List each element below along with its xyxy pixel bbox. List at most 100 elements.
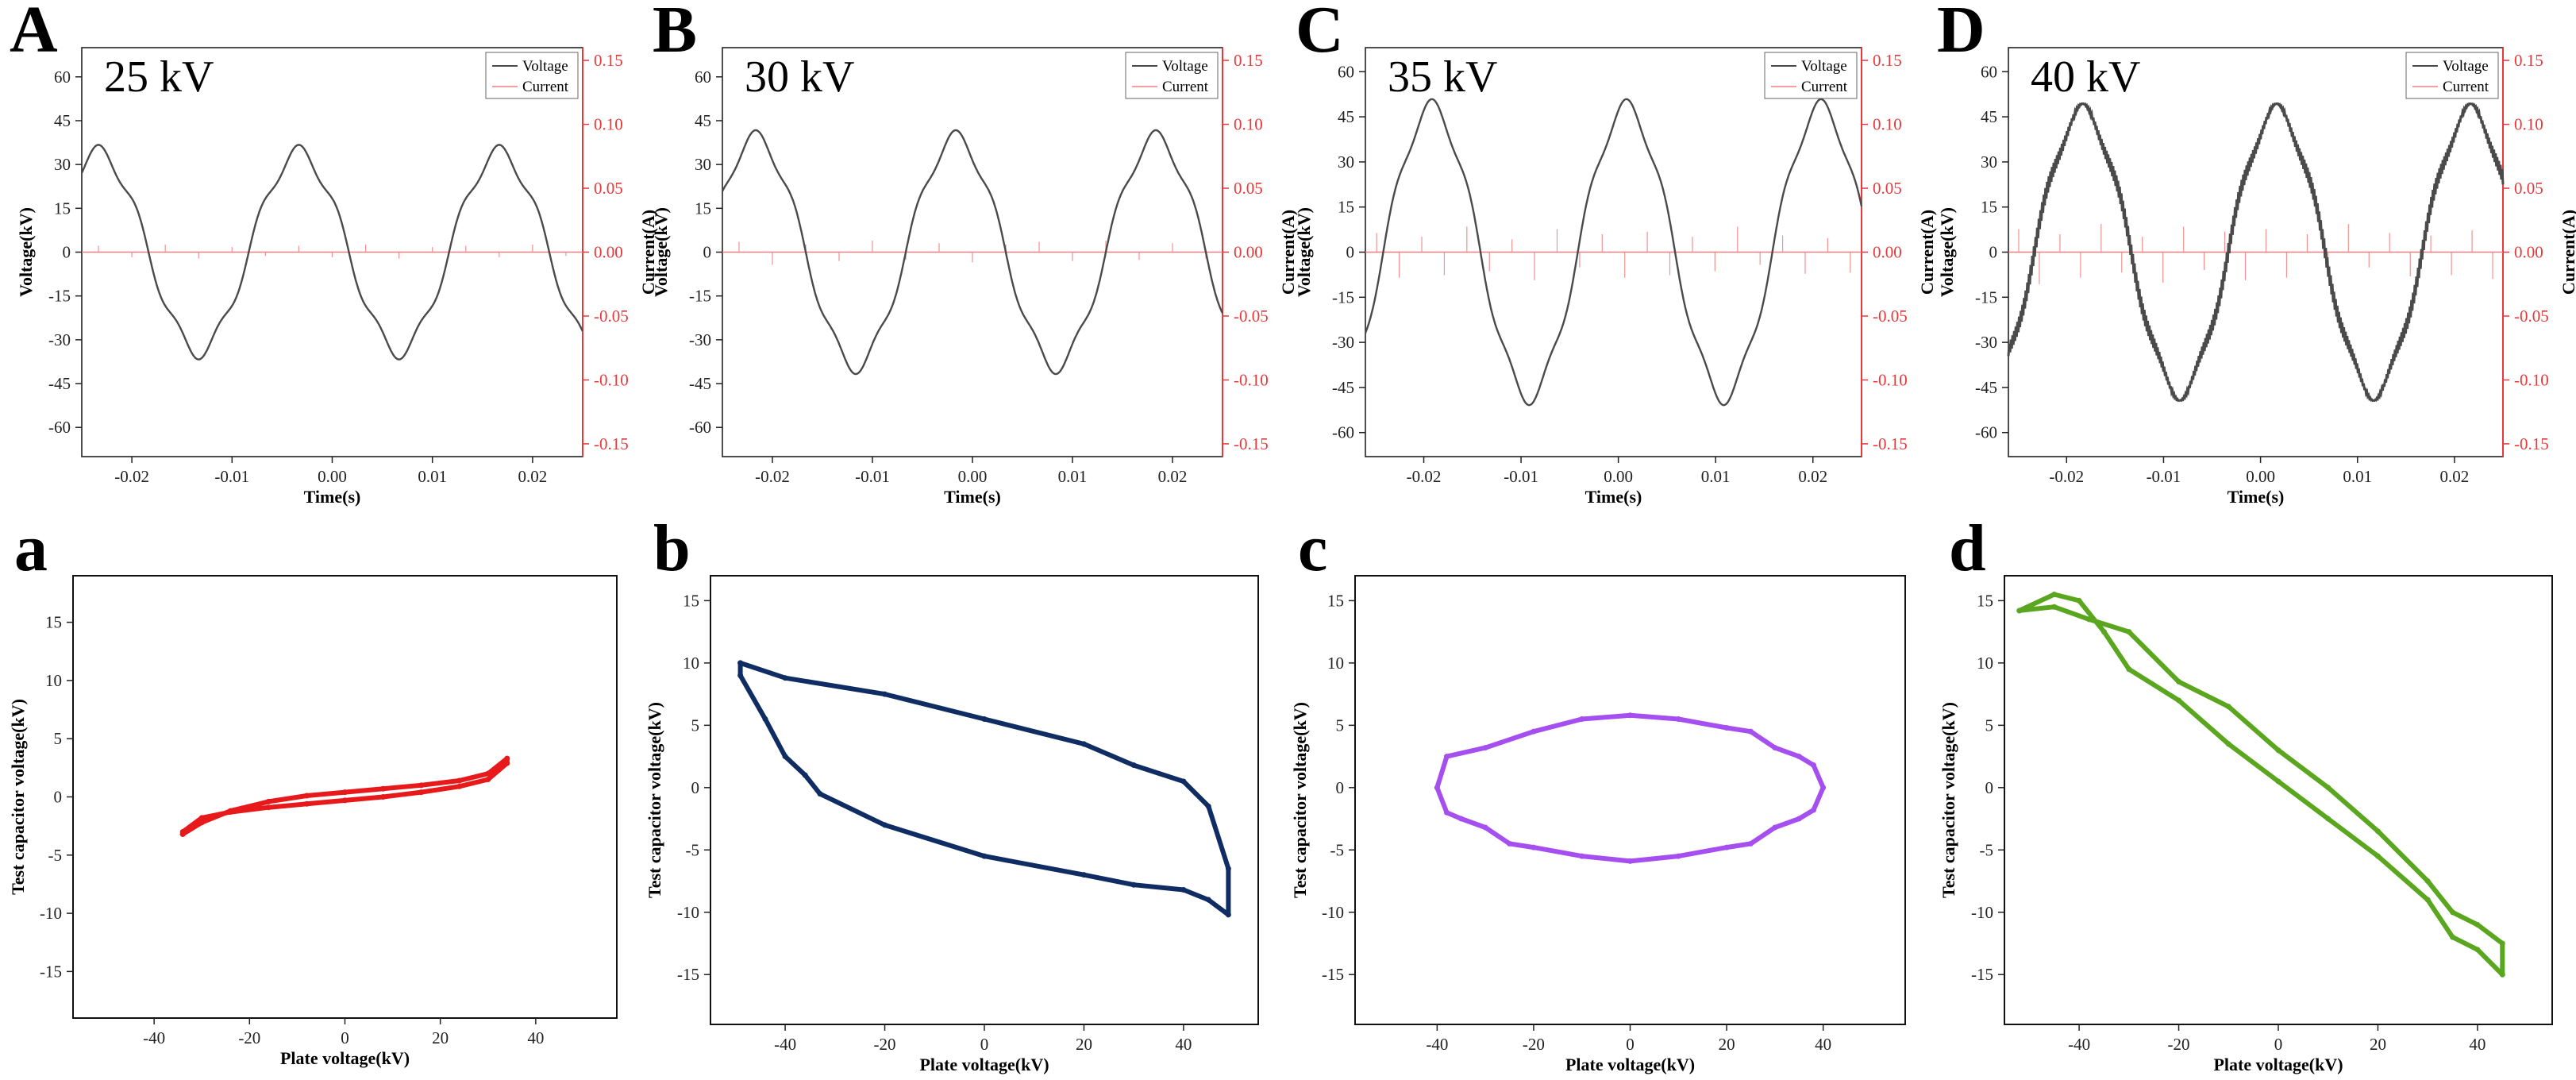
lissajous-point — [1723, 724, 1730, 731]
y-tick-label: 60 — [1338, 62, 1354, 81]
x-tick-label: -0.01 — [214, 467, 249, 486]
y2-tick-label: -0.15 — [2514, 434, 2549, 453]
y2-tick-label: 0.00 — [2514, 243, 2543, 262]
y-tick-label: 45 — [1981, 107, 1997, 126]
legend-box — [1764, 52, 1858, 99]
legend-voltage-label: Voltage — [522, 58, 568, 75]
y-tick-label: 0 — [1985, 778, 1994, 797]
y2-tick-label: -0.05 — [2514, 307, 2549, 326]
y2-tick-label: 0.00 — [594, 243, 623, 262]
legend-voltage-label: Voltage — [1801, 58, 1847, 75]
y-tick-label: 15 — [1977, 591, 1993, 610]
panel-letter: A — [10, 0, 58, 67]
y-tick-label: -60 — [48, 418, 71, 437]
lissajous-point — [1205, 897, 1211, 903]
x-axis-title: Time(s) — [1585, 487, 1642, 507]
lissajous-point — [1772, 824, 1778, 831]
lissajous-point — [1225, 912, 1231, 918]
lissajous-point — [1579, 853, 1585, 859]
lissajous-point — [1434, 785, 1440, 791]
lissajous-point — [1080, 872, 1087, 878]
lissajous-point — [2051, 592, 2058, 598]
lissajous-point — [418, 782, 425, 789]
y-tick-label: 45 — [1338, 107, 1354, 126]
legend-box — [1125, 52, 1219, 99]
lissajous-point — [2325, 816, 2331, 822]
plot-frame — [72, 575, 618, 1019]
x-tick-label: 0 — [2274, 1035, 2283, 1054]
lissajous-point — [1205, 803, 1211, 809]
y-tick-label: 10 — [1977, 654, 1993, 673]
panel-c: c -40 -20 0 20 40 -15 -10 -5 0 5 10 15 Plate voltage(… — [1290, 511, 1906, 1074]
lissajous-point — [737, 660, 744, 666]
y-tick-label: -45 — [689, 374, 711, 393]
lissajous-point — [1796, 754, 1802, 760]
x-tick-label: 0 — [1626, 1035, 1635, 1054]
lissajous-loop — [2018, 592, 2505, 978]
lissajous-point — [1080, 741, 1087, 747]
lissajous-point — [2474, 921, 2481, 928]
y2-tick-label: -0.05 — [1234, 307, 1269, 326]
lissajous-point — [2086, 616, 2093, 623]
y-tick-label: -10 — [40, 904, 62, 923]
lissajous-point — [782, 675, 788, 681]
y2-tick-label: 0.10 — [1234, 115, 1263, 134]
x-axis-title: Plate voltage(kV) — [919, 1055, 1049, 1074]
y-tick-label: 15 — [45, 613, 62, 632]
x-tick-label: -0.01 — [855, 467, 890, 486]
lissajous-point — [265, 804, 271, 811]
y2-axis-title: Current(A) — [638, 210, 658, 295]
y-tick-label: -15 — [48, 287, 71, 306]
lissajous-point — [1772, 745, 1778, 751]
lissajous-point — [2474, 947, 2481, 953]
lissajous-point — [2424, 897, 2431, 903]
lissajous-point — [2051, 604, 2058, 610]
lissajous-point — [2275, 778, 2281, 785]
voltage-series-line — [80, 144, 584, 361]
y-tick-label: -45 — [48, 374, 71, 393]
y-tick-label: -45 — [1975, 378, 1997, 397]
y-tick-label: -30 — [48, 330, 71, 349]
y-tick-label: 45 — [54, 111, 71, 130]
y-axis-title: Test capacitor voltage(kV) — [645, 702, 664, 898]
lissajous-point — [2126, 629, 2132, 635]
y-tick-label: 0 — [703, 243, 712, 262]
voltage-level-label: 25 kV — [104, 52, 214, 102]
panel-B: B -0.02 -0.01 0.00 0.01 0.02 -60 -45 -30 -15 0 15 30… — [651, 0, 1298, 507]
y2-tick-label: -0.15 — [1234, 434, 1269, 453]
x-tick-label: -20 — [2168, 1035, 2190, 1054]
x-tick-label: -0.01 — [1504, 467, 1538, 486]
lissajous-point — [1747, 840, 1754, 847]
x-tick-label: 20 — [2370, 1035, 2386, 1054]
panel-letter: d — [1949, 511, 1986, 585]
x-tick-label: 40 — [2469, 1035, 2486, 1054]
x-axis-title: Time(s) — [944, 487, 1001, 507]
y2-tick-label: -0.10 — [594, 370, 629, 389]
lissajous-loop — [180, 756, 510, 836]
legend-box — [2405, 52, 2499, 99]
y-tick-label: 30 — [1338, 152, 1354, 172]
lissajous-point — [265, 798, 271, 804]
lissajous-point — [1180, 778, 1187, 785]
lissajous-point — [2016, 608, 2023, 614]
panel-letter: C — [1296, 0, 1344, 67]
lissajous-point — [1531, 728, 1537, 735]
lissajous-point — [882, 822, 888, 828]
y-tick-label: 15 — [683, 591, 699, 610]
x-tick-label: -40 — [2068, 1035, 2090, 1054]
panel-letter: a — [14, 511, 48, 585]
lissajous-point — [1627, 712, 1633, 719]
lissajous-loop — [737, 661, 1231, 917]
x-axis-title: Plate voltage(kV) — [2213, 1055, 2343, 1074]
lissajous-point — [198, 820, 205, 826]
x-tick-label: 20 — [432, 1028, 449, 1047]
y2-tick-label: 0.10 — [1873, 115, 1902, 134]
y-tick-label: 5 — [54, 729, 63, 748]
lissajous-point — [1444, 754, 1450, 760]
lissajous-point — [380, 794, 387, 800]
lissajous-point — [179, 831, 186, 837]
x-axis-title: Plate voltage(kV) — [280, 1048, 410, 1068]
legend-box — [485, 52, 579, 99]
lissajous-point — [1130, 762, 1137, 769]
y2-tick-label: 0.15 — [1234, 51, 1263, 70]
